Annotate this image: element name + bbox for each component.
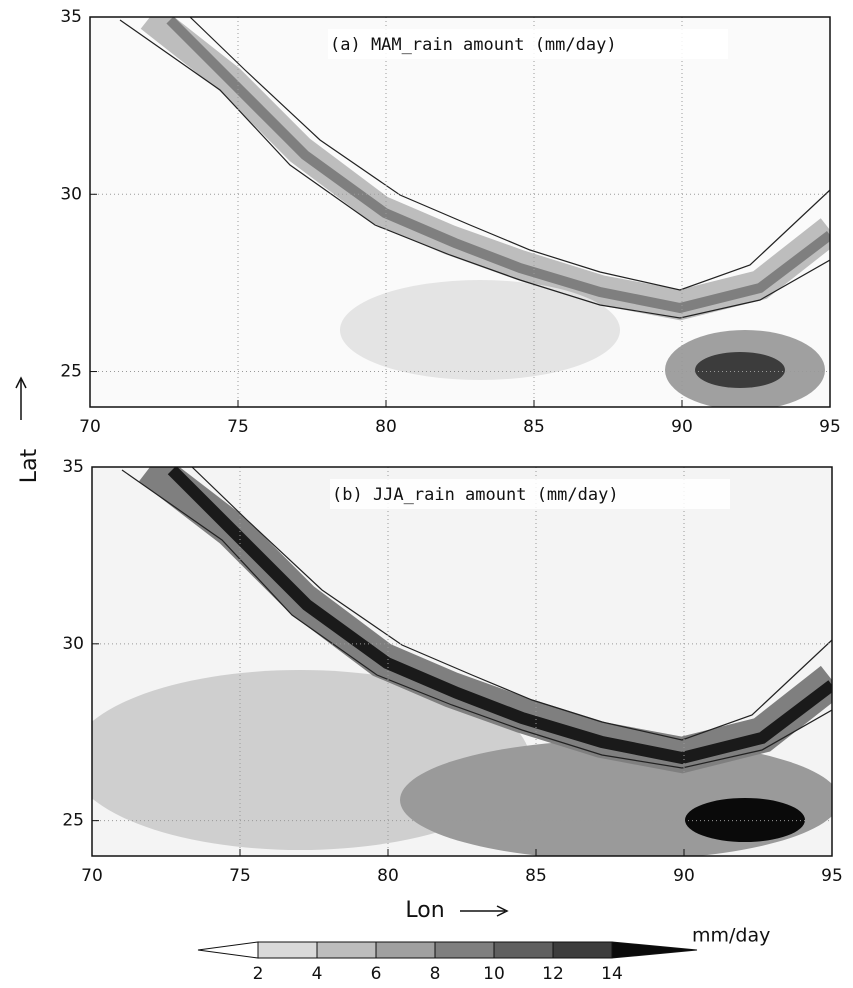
x-axis-label: Lon [405, 898, 444, 923]
colorbar-box [257, 941, 318, 959]
colorbar-box [316, 941, 377, 959]
colorbar-box [434, 941, 495, 959]
plot-frame [89, 16, 831, 408]
shading [92, 467, 832, 856]
y-axis-label: Lat [17, 448, 42, 483]
y-tick-label: 35 [60, 7, 82, 27]
y-tick-label: 30 [62, 634, 84, 654]
colorbar-low [197, 941, 259, 959]
shading [90, 17, 830, 407]
colorbar-high [611, 941, 698, 959]
x-tick-label: 85 [523, 417, 545, 437]
x-tick-label: 70 [81, 866, 103, 886]
panel-title: (b) JJA_rain amount (mm/day) [332, 485, 619, 505]
panel-title: (a) MAM_rain amount (mm/day) [330, 35, 617, 55]
x-tick-label: 85 [525, 866, 547, 886]
y-tick-label: 35 [62, 457, 84, 477]
x-tick-label: 90 [673, 866, 695, 886]
title-bg [330, 479, 730, 509]
x-tick-label: 90 [671, 417, 693, 437]
colorbar-tick-label: 14 [601, 964, 623, 984]
colorbar: 2 4 6 8 10 12 14 mm/day [197, 925, 770, 984]
x-tick-label: 70 [79, 417, 101, 437]
x-tick-label: 80 [375, 417, 397, 437]
colorbar-box [375, 941, 436, 959]
colorbar-unit: mm/day [692, 925, 770, 947]
colorbar-tick-label: 2 [253, 964, 264, 984]
colorbar-tick-label: 10 [483, 964, 505, 984]
x-tick-label: 95 [821, 866, 843, 886]
x-tick-label: 80 [377, 866, 399, 886]
colorbar-box [493, 941, 554, 959]
colorbar-tick-label: 12 [542, 964, 564, 984]
plot-frame [91, 466, 833, 857]
y-tick-label: 25 [62, 811, 84, 831]
colorbar-tick-label: 4 [312, 964, 323, 984]
y-tick-label: 25 [60, 362, 82, 382]
colorbar-tick-label: 6 [371, 964, 382, 984]
title-bg [328, 29, 728, 59]
plots: 70 75 80 85 90 95 25 30 35 (a) MAM_rain amount (m… [60, 7, 842, 886]
x-tick-label: 75 [227, 417, 249, 437]
colorbar-tick-label: 8 [430, 964, 441, 984]
x-tick-label: 75 [229, 866, 251, 886]
y-tick-label: 30 [60, 184, 82, 204]
colorbar-box [552, 941, 613, 959]
x-tick-label: 95 [819, 417, 841, 437]
